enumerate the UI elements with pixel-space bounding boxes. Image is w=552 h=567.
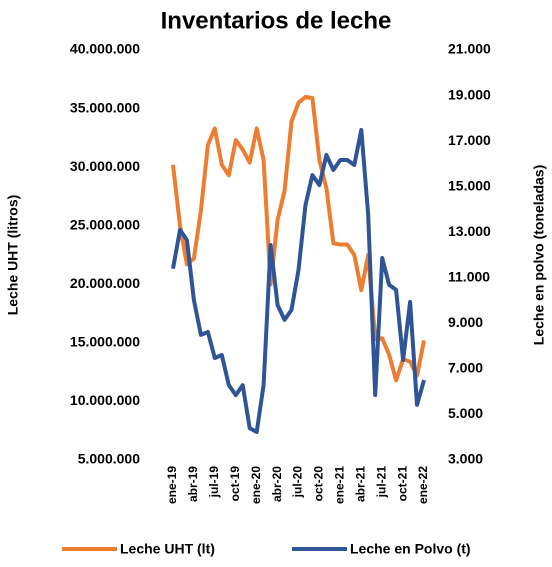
legend-label: Leche UHT (lt) (120, 541, 215, 557)
y2-tick-label: 13.000 (448, 223, 491, 239)
y2-tick-label: 19.000 (448, 86, 491, 102)
y2-tick-label: 21.000 (448, 41, 491, 57)
x-tick-label: jul-19 (207, 466, 221, 499)
x-tick-label: oct-19 (228, 466, 242, 502)
y2-tick-label: 15.000 (448, 177, 491, 193)
y-tick-label: 30.000.000 (70, 158, 140, 174)
y2-tick-label: 7.000 (448, 360, 483, 376)
x-tick-label: jul-21 (374, 466, 388, 499)
y-tick-label: 25.000.000 (70, 216, 140, 232)
x-tick-label: ene-21 (333, 466, 347, 504)
x-tick-label: ene-19 (165, 466, 179, 504)
y-tick-label: 20.000.000 (70, 275, 140, 291)
y-tick-label: 40.000.000 (70, 41, 140, 57)
y-tick-label: 10.000.000 (70, 392, 140, 408)
chart-title: Inventarios de leche (161, 7, 392, 34)
x-tick-label: abr-19 (186, 466, 200, 502)
y-axis-title: Leche UHT (litros) (5, 195, 21, 316)
y2-tick-label: 5.000 (448, 405, 483, 421)
x-tick-label: abr-20 (270, 466, 284, 502)
series-line (171, 94, 426, 383)
series-line (171, 127, 426, 434)
y2-tick-label: 9.000 (448, 314, 483, 330)
legend-label: Leche en Polvo (t) (350, 541, 471, 557)
y2-tick-label: 11.000 (448, 268, 490, 284)
x-tick-label: oct-20 (312, 466, 326, 502)
x-tick-label: ene-22 (416, 466, 430, 504)
y-tick-label: 5.000.000 (78, 451, 140, 467)
x-tick-label: ene-20 (249, 466, 263, 504)
y-tick-label: 15.000.000 (70, 334, 140, 350)
x-tick-label: abr-21 (353, 466, 367, 502)
y2-axis-title: Leche en polvo (toneladas) (531, 165, 547, 345)
y2-tick-label: 17.000 (448, 132, 491, 148)
x-tick-label: jul-20 (291, 466, 305, 499)
x-tick-label: oct-21 (395, 466, 409, 502)
y-tick-label: 35.000.000 (70, 99, 140, 115)
y2-tick-label: 3.000 (448, 451, 483, 467)
